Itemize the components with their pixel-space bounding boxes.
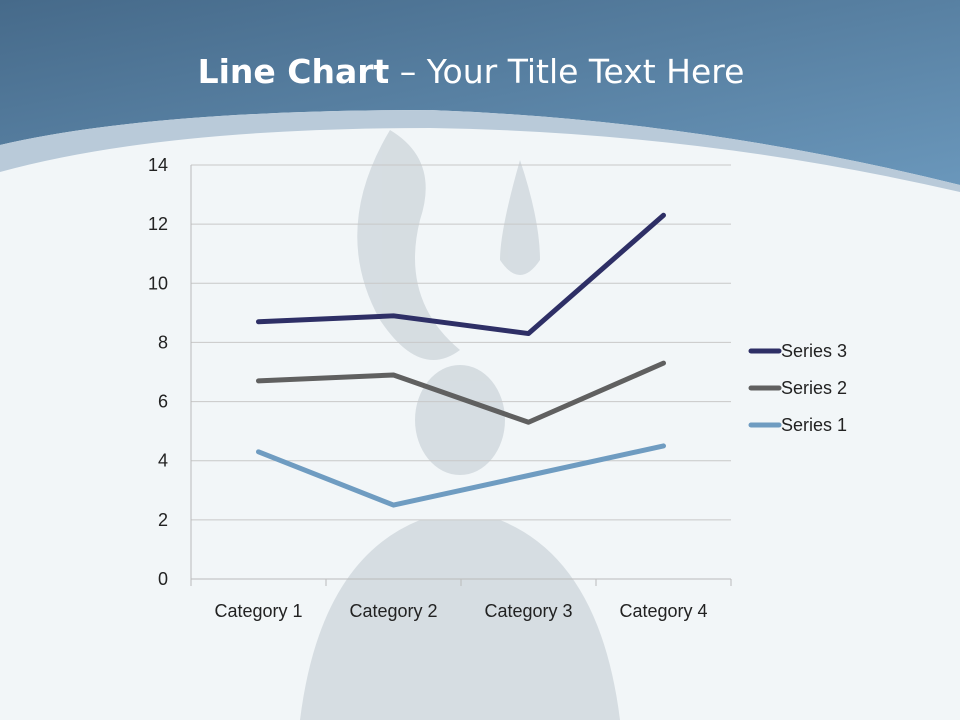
series-line-1 [256, 443, 666, 508]
header-band [0, 0, 960, 185]
y-tick-label: 10 [148, 273, 168, 293]
header-arc [0, 110, 960, 192]
slide-title: Line Chart – Your Title Text Here [0, 52, 942, 91]
series-line-2 [256, 360, 666, 425]
y-tick-label: 14 [148, 155, 168, 175]
legend-label: Series 3 [781, 341, 847, 361]
legend-label: Series 1 [781, 415, 847, 435]
watermark-figure [300, 130, 620, 720]
y-tick-label: 12 [148, 214, 168, 234]
x-tick-label: Category 2 [349, 601, 437, 621]
y-tick-label: 6 [158, 392, 168, 412]
x-tick-label: Category 3 [484, 601, 572, 621]
y-tick-label: 8 [158, 332, 168, 352]
y-tick-label: 2 [158, 510, 168, 530]
title-bold: Line Chart [197, 52, 390, 91]
series-line-3 [256, 212, 666, 337]
x-tick-label: Category 1 [214, 601, 302, 621]
title-rest: – Your Title Text Here [389, 52, 745, 91]
x-tick-label: Category 4 [619, 601, 707, 621]
y-tick-label: 0 [158, 569, 168, 589]
legend-label: Series 2 [781, 378, 847, 398]
y-tick-label: 4 [158, 451, 168, 471]
